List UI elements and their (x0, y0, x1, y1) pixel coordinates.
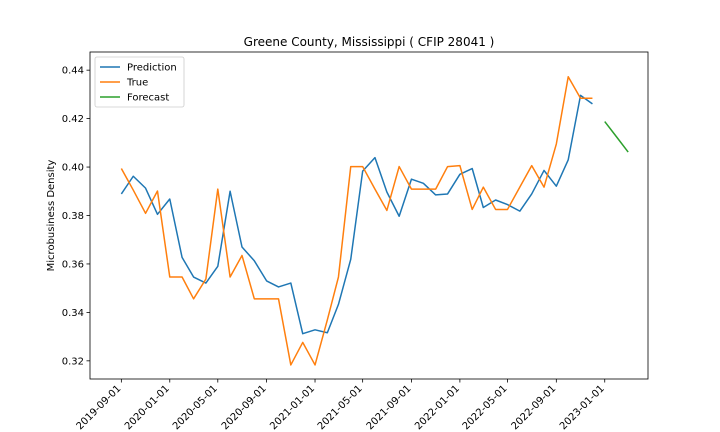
series-line-prediction (120, 94, 593, 335)
x-axis: 2019-09-01 2020-01-01 2020-05-01 2020-09-01… (75, 379, 607, 432)
x-tick-label: 2022-05-01 (461, 383, 510, 432)
x-tick-label: 2020-01-01 (123, 383, 172, 432)
x-tick-label: 2021-09-01 (365, 383, 414, 432)
legend-label: Prediction (127, 63, 177, 74)
y-tick-label: 0.34 (62, 308, 84, 319)
x-tick-label: 2021-05-01 (316, 383, 365, 432)
y-tick-label: 0.42 (62, 114, 84, 125)
y-axis: 0.32 0.34 0.36 0.38 0.40 0.42 0.44 (62, 66, 90, 367)
x-tick-label: 2022-09-01 (510, 383, 559, 432)
x-tick-label: 2020-09-01 (220, 383, 269, 432)
x-tick-label: 2021-01-01 (268, 383, 317, 432)
series-line-forecast (604, 121, 629, 153)
y-tick-label: 0.32 (62, 356, 84, 367)
y-tick-label: 0.44 (62, 66, 84, 77)
legend-label: Forecast (127, 93, 169, 104)
y-axis-label: Microbusiness Density (46, 160, 57, 272)
series-line-true (120, 75, 593, 366)
legend-box (94, 56, 185, 108)
chart-title: Greene County, Mississippi ( CFIP 28041 … (244, 35, 495, 49)
x-tick-label: 2020-05-01 (171, 383, 220, 432)
y-tick-label: 0.40 (62, 163, 84, 174)
y-tick-label: 0.38 (62, 211, 84, 222)
x-tick-label: 2023-01-01 (558, 383, 607, 432)
plot-lines (120, 75, 629, 366)
x-tick-label: 2022-01-01 (413, 383, 462, 432)
plot-frame (89, 51, 649, 380)
legend-label: True (126, 78, 148, 89)
x-tick-label: 2019-09-01 (75, 383, 124, 432)
legend: Prediction True Forecast (94, 56, 185, 108)
y-tick-label: 0.36 (62, 259, 84, 270)
